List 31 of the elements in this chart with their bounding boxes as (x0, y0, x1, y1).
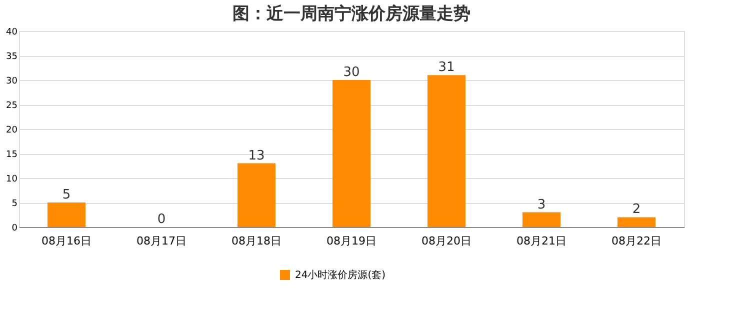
data-label: 3 (537, 197, 546, 212)
y-tick-label: 5 (12, 199, 18, 209)
bar (428, 75, 466, 227)
y-tick-label: 10 (6, 174, 18, 184)
bar (618, 217, 656, 227)
data-label: 30 (343, 65, 360, 80)
data-label: 5 (62, 188, 71, 202)
y-tick-label: 0 (12, 224, 18, 234)
x-tick-label: 08月17日 (136, 234, 186, 248)
data-label: 13 (248, 148, 265, 164)
data-label: 0 (157, 212, 166, 227)
data-label: 2 (632, 202, 641, 218)
legend-label: 24小时涨价房源(套) (295, 269, 386, 281)
y-tick-label: 20 (6, 126, 18, 136)
x-tick-label: 08月19日 (326, 234, 376, 248)
y-tick-label: 40 (6, 28, 18, 38)
y-tick-label: 35 (6, 52, 18, 62)
x-tick-label: 08月18日 (232, 234, 282, 248)
x-tick-label: 08月21日 (516, 234, 566, 248)
bar (48, 202, 86, 227)
y-tick-label: 30 (6, 76, 18, 86)
bar (238, 163, 276, 227)
x-tick-label: 08月20日 (422, 234, 472, 248)
x-tick-label: 08月16日 (42, 234, 92, 248)
x-tick-label: 08月22日 (612, 234, 662, 248)
bar (522, 212, 560, 227)
y-tick-label: 15 (6, 150, 18, 160)
chart-title: 图：近一周南宁涨价房源量走势 (232, 4, 470, 24)
y-tick-label: 25 (6, 101, 18, 111)
bar (332, 80, 370, 227)
data-label: 31 (438, 60, 455, 76)
